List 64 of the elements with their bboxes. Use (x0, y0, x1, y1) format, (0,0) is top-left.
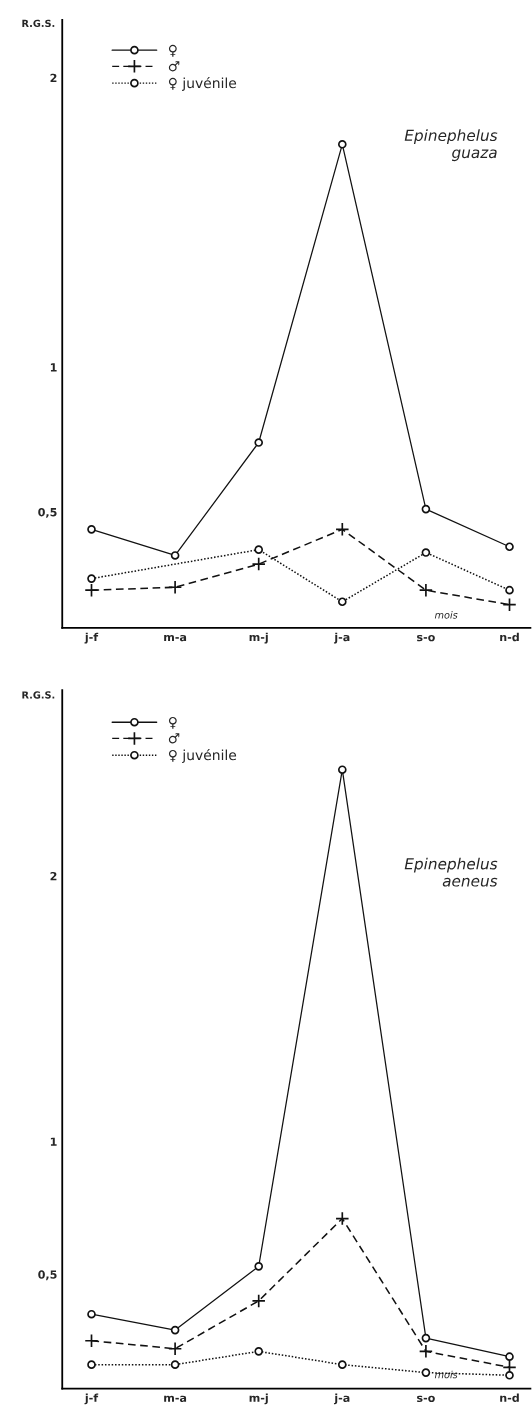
point (335, 1211, 350, 1226)
y-axis-title: R.G.S. (22, 691, 55, 699)
point (421, 1368, 431, 1377)
point (87, 1309, 96, 1319)
point (421, 1333, 431, 1343)
x-tick-label: s-o (417, 634, 435, 642)
point (84, 583, 99, 598)
legend-label: ♀ juvénile (168, 748, 237, 763)
legend-label: ♀ (168, 44, 177, 57)
x-tick-label: j-f (84, 632, 99, 644)
point (251, 1293, 266, 1308)
point (418, 583, 433, 598)
x-tick-label: m-j (249, 1393, 268, 1405)
point (170, 1325, 180, 1335)
point (421, 548, 431, 557)
text: Epinephelus aeneus (404, 857, 498, 887)
point (87, 1360, 96, 1369)
legend-label: ♂ (168, 61, 180, 72)
point (505, 1352, 514, 1361)
point (337, 597, 347, 607)
point (168, 1341, 183, 1356)
x-tick-label: s-o (417, 1395, 435, 1403)
x-tick-label: m-j (249, 632, 268, 644)
y-tick-label: 1 (50, 1137, 57, 1146)
point (254, 545, 264, 554)
point (254, 438, 264, 447)
x-axis-title: mois (434, 1370, 458, 1379)
point (505, 1370, 514, 1380)
y-tick-label: 2 (50, 73, 57, 82)
x-tick-label: m-a (164, 1395, 187, 1403)
point (335, 522, 350, 537)
y-tick-label: 0,5 (38, 507, 57, 518)
x-tick-label: m-a (164, 634, 187, 642)
y-tick-label: 0,5 (38, 1270, 57, 1281)
x-tick-label: n-d (500, 632, 519, 642)
x-tick-label: j-f (84, 1393, 99, 1405)
point (168, 580, 183, 595)
point (337, 765, 347, 775)
point (337, 1360, 347, 1369)
point (502, 597, 517, 612)
point (337, 139, 347, 149)
point (170, 1360, 180, 1369)
point (251, 557, 266, 572)
x-tick-label: j-a (333, 632, 350, 644)
point (505, 542, 514, 552)
point (170, 551, 180, 560)
legend-label: ♀ (168, 716, 177, 729)
x-axis-title: mois (434, 611, 458, 619)
x-tick-label: j-a (333, 1393, 350, 1405)
x-tick-label: n-d (500, 1393, 519, 1403)
point (87, 574, 96, 583)
point (505, 585, 514, 595)
point (254, 1347, 264, 1356)
text: Epinephelus guaza (404, 129, 498, 162)
y-axis-title: R.G.S. (22, 19, 55, 28)
y-tick-label: 2 (50, 871, 57, 881)
legend-label: ♀ juvénile (168, 76, 237, 91)
point (421, 504, 431, 514)
point (254, 1262, 264, 1271)
y-tick-label: 1 (50, 363, 57, 372)
legend-label: ♂ (168, 733, 180, 744)
point (87, 525, 96, 534)
point (418, 1344, 433, 1359)
point (84, 1333, 99, 1348)
